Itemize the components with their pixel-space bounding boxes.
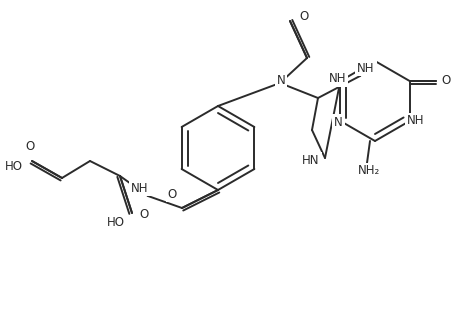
- Text: N: N: [334, 116, 343, 129]
- Text: O: O: [167, 187, 177, 200]
- Text: O: O: [139, 209, 149, 222]
- Text: HO: HO: [107, 216, 125, 228]
- Text: NH₂: NH₂: [358, 165, 380, 178]
- Text: NH: NH: [329, 72, 346, 86]
- Text: NH: NH: [131, 181, 149, 195]
- Text: NH: NH: [357, 62, 375, 75]
- Text: NH: NH: [407, 114, 424, 127]
- Text: HN: HN: [302, 154, 320, 167]
- Text: O: O: [441, 74, 450, 87]
- Text: O: O: [299, 10, 309, 23]
- Text: O: O: [25, 141, 35, 154]
- Text: N: N: [276, 74, 285, 87]
- Text: HO: HO: [5, 160, 23, 173]
